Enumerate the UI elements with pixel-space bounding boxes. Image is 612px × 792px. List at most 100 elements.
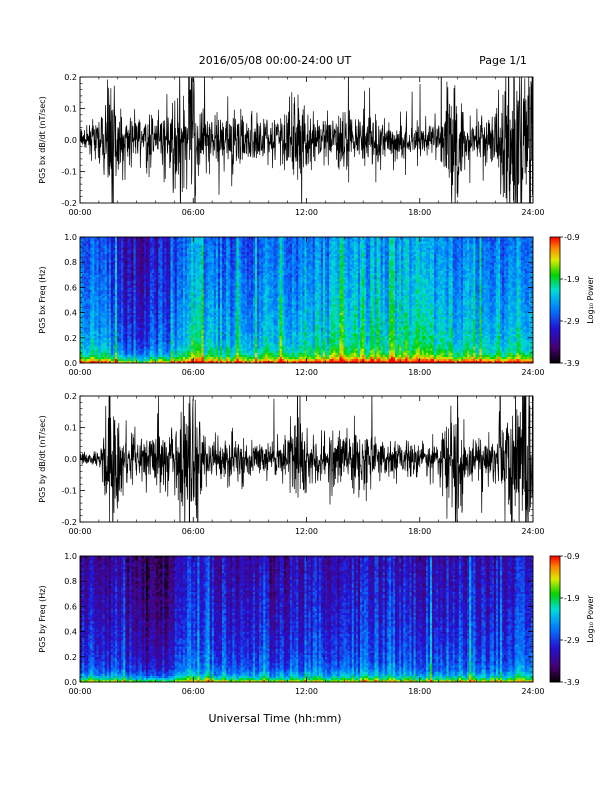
spectrogram-cell bbox=[209, 337, 213, 341]
spectrogram-cell bbox=[150, 300, 153, 303]
spectrogram-cell bbox=[172, 260, 176, 263]
spectrogram-cell bbox=[121, 291, 124, 294]
spectrogram-cell bbox=[139, 333, 143, 336]
spectrogram-cell bbox=[195, 302, 198, 305]
spectrogram-cell bbox=[96, 295, 99, 299]
spectrogram-cell bbox=[158, 255, 161, 259]
spectrogram-cell bbox=[160, 318, 163, 322]
spectrogram-cell bbox=[121, 272, 124, 276]
spectrogram-cell bbox=[240, 281, 243, 284]
spectrogram-cell bbox=[228, 266, 231, 269]
spectrogram-cell bbox=[145, 289, 149, 292]
spectrogram-cell bbox=[106, 350, 110, 353]
spectrogram-cell bbox=[234, 266, 237, 269]
spectrogram-cell bbox=[228, 260, 231, 263]
spectrogram-cell bbox=[170, 258, 173, 261]
spectrogram-cell bbox=[106, 258, 110, 261]
spectrogram-cell bbox=[199, 281, 202, 284]
spectrogram-cell bbox=[187, 350, 190, 353]
spectrogram-cell bbox=[110, 348, 114, 351]
spectrogram-cell bbox=[178, 350, 182, 353]
spectrogram-cell bbox=[129, 300, 132, 303]
spectrogram-cell bbox=[133, 266, 136, 269]
spectrogram-cell bbox=[80, 268, 83, 271]
spectrogram-cell bbox=[224, 249, 227, 252]
spectrogram-cell bbox=[145, 321, 149, 324]
spectrogram-cell bbox=[92, 327, 95, 330]
spectrogram-cell bbox=[178, 348, 182, 351]
spectrogram-cell bbox=[197, 323, 200, 326]
spectrogram-cell bbox=[90, 247, 93, 250]
spectrogram-cell bbox=[195, 356, 198, 360]
spectrogram-cell bbox=[123, 342, 126, 345]
spectrogram-cell bbox=[106, 360, 110, 363]
spectrogram-cell bbox=[82, 346, 85, 349]
spectrogram-cell bbox=[244, 249, 248, 252]
spectrogram-cell bbox=[209, 346, 213, 349]
spectrogram-cell bbox=[150, 358, 153, 362]
spectrogram-cell bbox=[189, 289, 192, 292]
spectrogram-cell bbox=[92, 241, 95, 244]
spectrogram-cell bbox=[224, 289, 227, 292]
spectrogram-cell bbox=[110, 272, 114, 276]
spectrogram-cell bbox=[234, 295, 237, 299]
spectrogram-cell bbox=[213, 251, 217, 255]
spectrogram-cell bbox=[158, 356, 161, 360]
spectrogram-cell bbox=[170, 283, 173, 286]
spectrogram-cell bbox=[143, 327, 147, 330]
spectrogram-cell bbox=[189, 270, 192, 273]
spectrogram-cell bbox=[150, 312, 153, 315]
spectrogram-cell bbox=[112, 247, 116, 250]
spectrogram-cell bbox=[197, 283, 200, 286]
spectrogram-cell bbox=[226, 342, 229, 345]
spectrogram-cell bbox=[145, 358, 149, 362]
spectrogram-cell bbox=[170, 316, 173, 320]
spectrogram-cell bbox=[168, 287, 171, 290]
spectrogram-cell bbox=[178, 358, 182, 362]
spectrogram-cell bbox=[82, 258, 85, 261]
spectrogram-cell bbox=[104, 318, 108, 322]
spectrogram-cell bbox=[185, 279, 188, 282]
spectrogram-cell bbox=[178, 304, 182, 307]
spectrogram-cell bbox=[193, 335, 196, 339]
spectrogram-cell bbox=[185, 258, 188, 261]
spectrogram-cell bbox=[178, 283, 182, 286]
spectrogram-cell bbox=[80, 260, 83, 263]
spectrogram-cell bbox=[199, 297, 202, 301]
spectrogram-cell bbox=[84, 270, 87, 273]
spectrogram-cell bbox=[240, 270, 243, 273]
spectrogram-cell bbox=[244, 354, 248, 357]
spectrogram-cell bbox=[176, 270, 180, 273]
spectrogram-cell bbox=[100, 283, 103, 286]
spectrogram-cell bbox=[230, 270, 233, 273]
spectrogram-cell bbox=[160, 266, 163, 269]
spectrogram-cell bbox=[185, 287, 188, 290]
spectrogram-cell bbox=[108, 281, 112, 284]
spectrogram-cell bbox=[164, 258, 167, 261]
spectrogram-cell bbox=[240, 283, 243, 286]
spectrogram-cell bbox=[123, 241, 126, 244]
spectrogram-cell bbox=[176, 325, 180, 328]
spectrogram-cell bbox=[213, 293, 217, 297]
spectrogram-cell bbox=[166, 339, 169, 343]
spectrogram-cell bbox=[108, 335, 112, 339]
spectrogram-cell bbox=[162, 247, 165, 250]
spectrogram-cell bbox=[86, 310, 89, 313]
spectrogram-cell bbox=[217, 266, 221, 269]
spectrogram-cell bbox=[150, 356, 153, 360]
spectrogram-cell bbox=[160, 342, 163, 345]
spectrogram-cell bbox=[238, 344, 241, 347]
spectrogram-cell bbox=[119, 331, 122, 334]
spectrogram-cell bbox=[217, 354, 221, 357]
spectrogram-cell bbox=[187, 279, 190, 282]
spectrogram-cell bbox=[172, 346, 176, 349]
spectrogram-cell bbox=[187, 297, 190, 301]
spectrogram-cell bbox=[232, 237, 235, 240]
spectrogram-cell bbox=[86, 241, 89, 244]
spectrogram-cell bbox=[160, 297, 163, 301]
spectrogram-cell bbox=[84, 276, 87, 280]
spectrogram-cell bbox=[110, 300, 114, 303]
spectrogram-cell bbox=[143, 274, 147, 278]
spectrogram-cell bbox=[150, 337, 153, 341]
spectrogram-cell bbox=[242, 268, 246, 271]
